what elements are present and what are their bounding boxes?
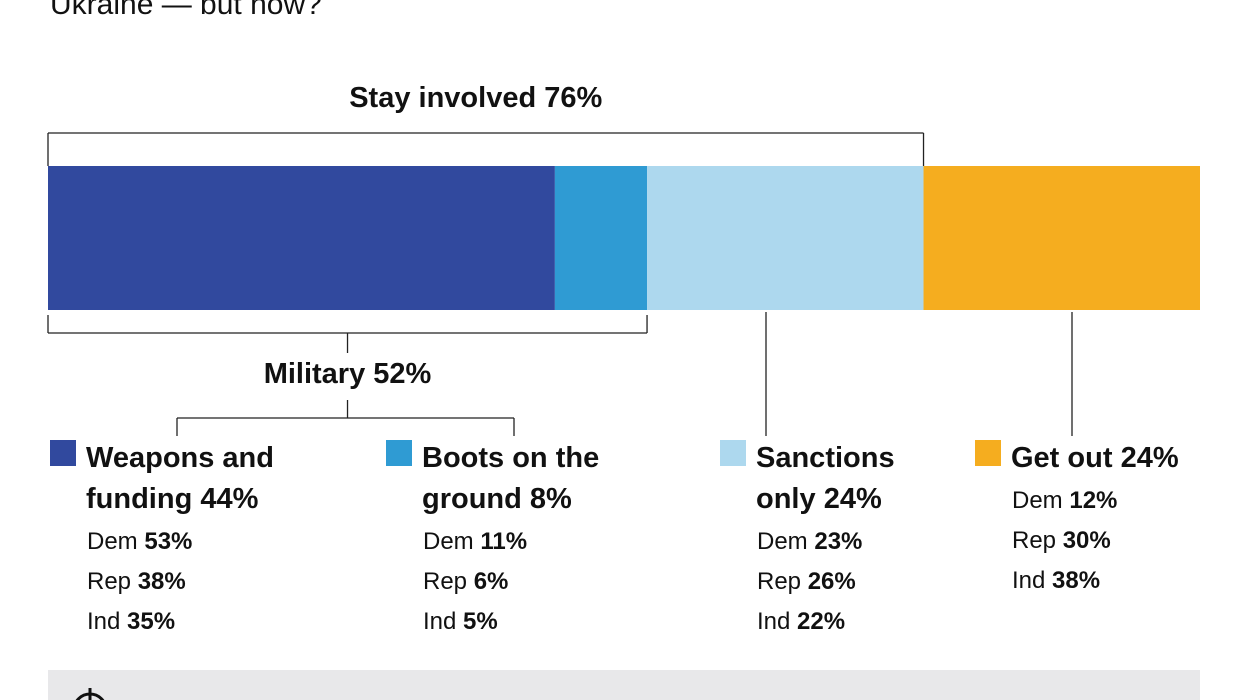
group-name: Military [263,358,366,390]
legend-swatch [975,440,1001,466]
party-label: Dem [1012,487,1063,514]
party-value: 53% [144,528,193,555]
segment-label: Boots on the ground 8% [422,438,672,520]
party-value: 26% [807,568,856,595]
party-label: Rep [423,568,468,595]
party-label: Ind [1012,567,1046,594]
footer-box [48,670,1200,700]
party-value: 6% [473,568,509,595]
breakdown-row: Rep 30% [1012,521,1111,561]
legend-swatch [386,440,412,466]
segment-value: 8% [529,483,572,515]
breakdown-row: Ind 38% [1012,561,1100,601]
breakdown-row: Dem 23% [757,522,862,562]
breakdown-row: Dem 11% [423,522,527,562]
segment-label: Sanctions only 24% [756,438,931,520]
segment-value: 24% [823,483,882,515]
breakdown-row: Dem 12% [1012,481,1117,521]
segment-name: Sanctions only [756,442,895,515]
party-label: Rep [87,568,132,595]
segment-value: 24% [1120,442,1179,474]
party-label: Ind [423,608,457,635]
party-label: Dem [757,528,808,555]
breakdown-row: Dem 53% [87,522,192,562]
party-value: 38% [1052,567,1101,594]
party-value: 11% [480,528,528,555]
party-value: 38% [137,568,186,595]
bar-segment [923,166,1200,310]
chart-title: Ukraine — but how? [50,0,322,21]
party-label: Dem [87,528,138,555]
segment-label: Weapons and funding 44% [86,438,326,520]
party-value: 22% [797,608,846,635]
segment-value: 44% [200,483,259,515]
group-value: 52% [373,358,432,390]
party-label: Rep [757,568,802,595]
party-value: 23% [814,528,863,555]
breakdown-row: Ind 5% [423,602,498,642]
breakdown-row: Rep 26% [757,562,856,602]
segment-name: Boots on the ground [422,442,600,515]
group-name: Stay involved [349,82,537,114]
footer-icon [75,688,105,700]
legend-swatch [720,440,746,466]
party-label: Ind [757,608,791,635]
party-value: 12% [1069,487,1118,514]
bar-segment [48,166,555,310]
party-value: 5% [463,608,498,635]
bar-segment [554,166,648,310]
legend-swatch [50,440,76,466]
party-label: Rep [1012,527,1057,554]
breakdown-row: Rep 6% [423,562,508,602]
breakdown-row: Ind 22% [757,602,845,642]
party-value: 35% [127,608,176,635]
breakdown-row: Ind 35% [87,602,175,642]
group-value: 76% [544,82,603,114]
segment-name: Weapons and funding [86,442,274,515]
party-value: 30% [1062,527,1111,554]
group-label: Stay involved 76% [349,82,602,115]
party-label: Ind [87,608,121,635]
group-label: Military 52% [264,358,432,391]
bar-segment [647,166,924,310]
segment-label: Get out 24% [1011,438,1245,479]
breakdown-row: Rep 38% [87,562,186,602]
party-label: Dem [423,528,474,555]
segment-name: Get out [1011,442,1113,474]
